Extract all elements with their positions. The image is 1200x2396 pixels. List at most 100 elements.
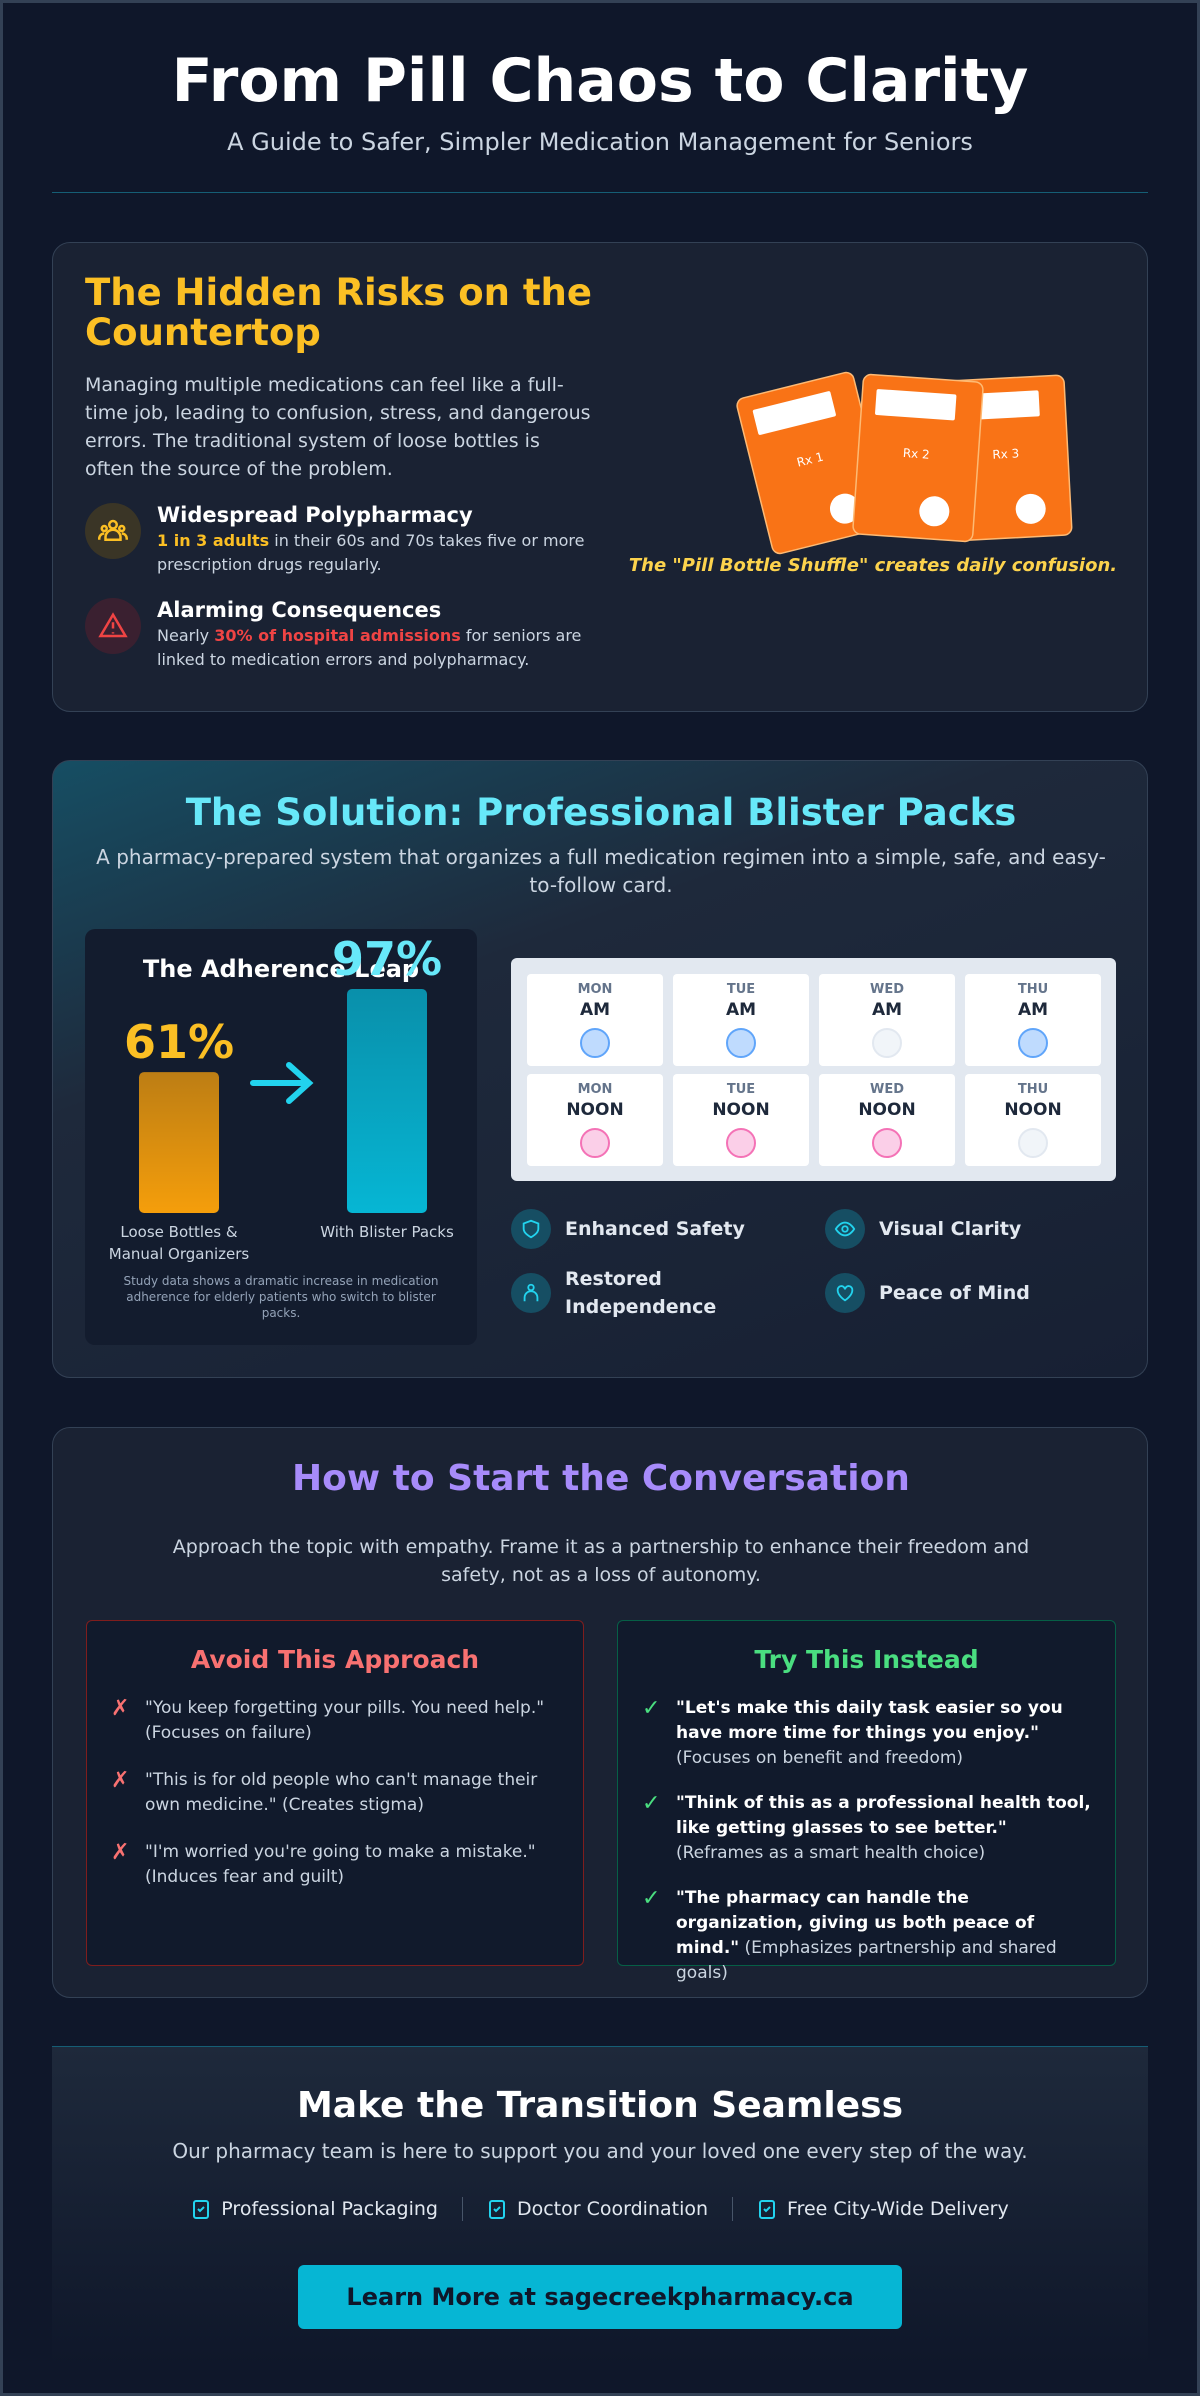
bottle-text: Rx 3	[992, 446, 1020, 461]
pill-bottle: Rx 1	[736, 371, 890, 555]
chart-note-box: Study data shows a dramatic increase in …	[123, 1274, 439, 1320]
try-box: Try This Instead ✓ "Let's make this daily…	[617, 1620, 1116, 1983]
bottle-label	[752, 391, 836, 435]
blister-cell: THU NOON	[965, 1074, 1101, 1166]
quote-item: ✓ "Let's make this daily task easier so y…	[642, 1696, 1091, 1771]
quote-note: (Induces fear and guilt)	[145, 1867, 345, 1887]
quote: "Think of this as a professional health …	[676, 1793, 1091, 1838]
cell-slot: NOON	[566, 1100, 624, 1120]
risk-highlight: 1 in 3 adults	[157, 531, 270, 550]
feature-icon	[825, 1273, 865, 1313]
solution-subtitle: A pharmacy-prepared system that organize…	[96, 845, 1106, 897]
risk-text-after: for seniors are linked to medication err…	[157, 626, 582, 669]
cta-button[interactable]: Learn More at sagecreekpharmacy.ca	[298, 2265, 902, 2329]
pill	[1018, 1028, 1048, 1058]
footer-subtitle: Our pharmacy team is here to support you…	[172, 2139, 1028, 2163]
quote-item: ✗ "You keep forgetting your pills. You ne…	[111, 1696, 559, 1746]
bottle-label	[875, 389, 957, 421]
quote-note: (Focuses on failure)	[145, 1723, 312, 1743]
risk-title: Widespread Polypharmacy	[157, 503, 473, 527]
service-icon	[191, 2198, 211, 2220]
cell-day: WED	[869, 1082, 904, 1097]
cell-day: MON	[577, 1082, 613, 1097]
separator	[732, 2197, 734, 2221]
quote-text: "This is for old people who can't manage…	[145, 1768, 559, 1818]
avoid-box: Avoid This Approach ✗ "You keep forgettin…	[86, 1620, 584, 1966]
category-label-box: With Blister Packs	[320, 1223, 454, 1241]
bottles-caption: The "Pill Bottle Shuffle" creates daily …	[628, 555, 1118, 576]
quote-text: "You keep forgetting your pills. You nee…	[145, 1696, 559, 1746]
feature-icon	[511, 1209, 551, 1249]
page-title: From Pill Chaos to Clarity	[171, 46, 1029, 116]
icon	[836, 1285, 854, 1302]
quote-item: ✓ "The pharmacy can handle the organizati…	[642, 1886, 1091, 1986]
quote-item: ✓ "Think of this as a professional health…	[642, 1791, 1091, 1866]
conversation-title: How to Start the Conversation	[292, 1458, 910, 1499]
empty-blister	[1018, 1128, 1048, 1158]
risk-text-before: Nearly	[157, 626, 215, 645]
quote-text: "Think of this as a professional health …	[676, 1791, 1091, 1866]
bottle-text: Rx 1	[795, 450, 824, 470]
check-mark: ✓	[642, 1791, 661, 1816]
bottles-illustration: Rx 1 Rx 3 Rx 2	[736, 371, 1073, 555]
feature: Peace of Mind	[825, 1265, 1125, 1321]
risk-text: 1 in 3 adults in their 60s and 70s takes…	[157, 529, 605, 577]
quote: "You keep forgetting your pills. You nee…	[145, 1698, 545, 1718]
footer-title: Make the Transition Seamless	[296, 2085, 904, 2126]
icon	[523, 1283, 539, 1302]
feature-label: Restored Independence	[565, 1268, 717, 1318]
empty-blister	[872, 1028, 902, 1058]
feature-label: Peace of Mind	[879, 1282, 1030, 1304]
risks-title: The Hidden Risks on the Countertop	[85, 271, 592, 354]
blister-cell: MON NOON	[527, 1074, 663, 1166]
cell-day: MON	[577, 982, 613, 997]
chart-note: Study data shows a dramatic increase in …	[123, 1274, 439, 1320]
cell-day: WED	[869, 982, 904, 997]
bar	[139, 1072, 219, 1213]
risks-card: The Hidden Risks on the Countertop Manag…	[52, 242, 1148, 712]
risks-intro: Managing multiple medications can feel l…	[85, 374, 591, 480]
feature: Restored Independence	[511, 1265, 811, 1321]
divider	[52, 192, 1148, 193]
quote-text: "Let's make this daily task easier so yo…	[676, 1696, 1091, 1771]
cell-slot: NOON	[712, 1100, 770, 1120]
quote-note: (Focuses on benefit and freedom)	[676, 1748, 964, 1768]
cell-slot: AM	[725, 1000, 757, 1020]
risk-icon	[85, 598, 141, 654]
bottle-cap	[829, 493, 860, 524]
chart-panel: The Adherence Leap 61% Loose Bottles & Man…	[85, 929, 477, 1345]
cell-day: THU	[1017, 1082, 1049, 1097]
icon	[98, 519, 128, 541]
blister-cell: MON AM	[527, 974, 663, 1066]
page-subtitle: A Guide to Safer, Simpler Medication Man…	[227, 128, 973, 156]
solution-title: The Solution: Professional Blister Packs	[185, 791, 1017, 834]
cell-slot: NOON	[858, 1100, 916, 1120]
blister-cell: TUE NOON	[673, 1074, 809, 1166]
service-label: Free City-Wide Delivery	[787, 2198, 1009, 2220]
blister-cell: WED AM	[819, 974, 955, 1066]
blister-pack: MON AM TUE AM WED AM THU AM MON NOON TUE NOON WED NOO…	[511, 958, 1116, 1181]
cell-day: THU	[1017, 982, 1049, 997]
solution-card: The Solution: Professional Blister Packs…	[52, 760, 1148, 1378]
risk-title: Alarming Consequences	[157, 598, 442, 622]
bar	[347, 989, 427, 1213]
quote-item: ✗ "I'm worried you're going to make a mis…	[111, 1840, 559, 1890]
bottle-cap	[919, 496, 950, 527]
cell-slot: AM	[1017, 1000, 1049, 1020]
feature-label: Visual Clarity	[879, 1218, 1022, 1240]
footer: Make the Transition Seamless Our pharmac…	[52, 2046, 1148, 2366]
risk-list: Widespread Polypharmacy 1 in 3 adults in …	[85, 503, 605, 695]
icon	[193, 2200, 210, 2219]
quote-note: (Creates stigma)	[281, 1795, 424, 1815]
bottle-text: Rx 2	[902, 446, 930, 462]
icon	[522, 1219, 540, 1239]
pill	[580, 1028, 610, 1058]
icon	[759, 2200, 776, 2219]
icon	[488, 2200, 505, 2219]
category-label: Loose Bottles & Manual Organizers	[108, 1223, 250, 1263]
quote-text: "The pharmacy can handle the organizatio…	[676, 1886, 1091, 1986]
blister-cell: THU AM	[965, 974, 1101, 1066]
check-mark: ✓	[642, 1886, 661, 1911]
